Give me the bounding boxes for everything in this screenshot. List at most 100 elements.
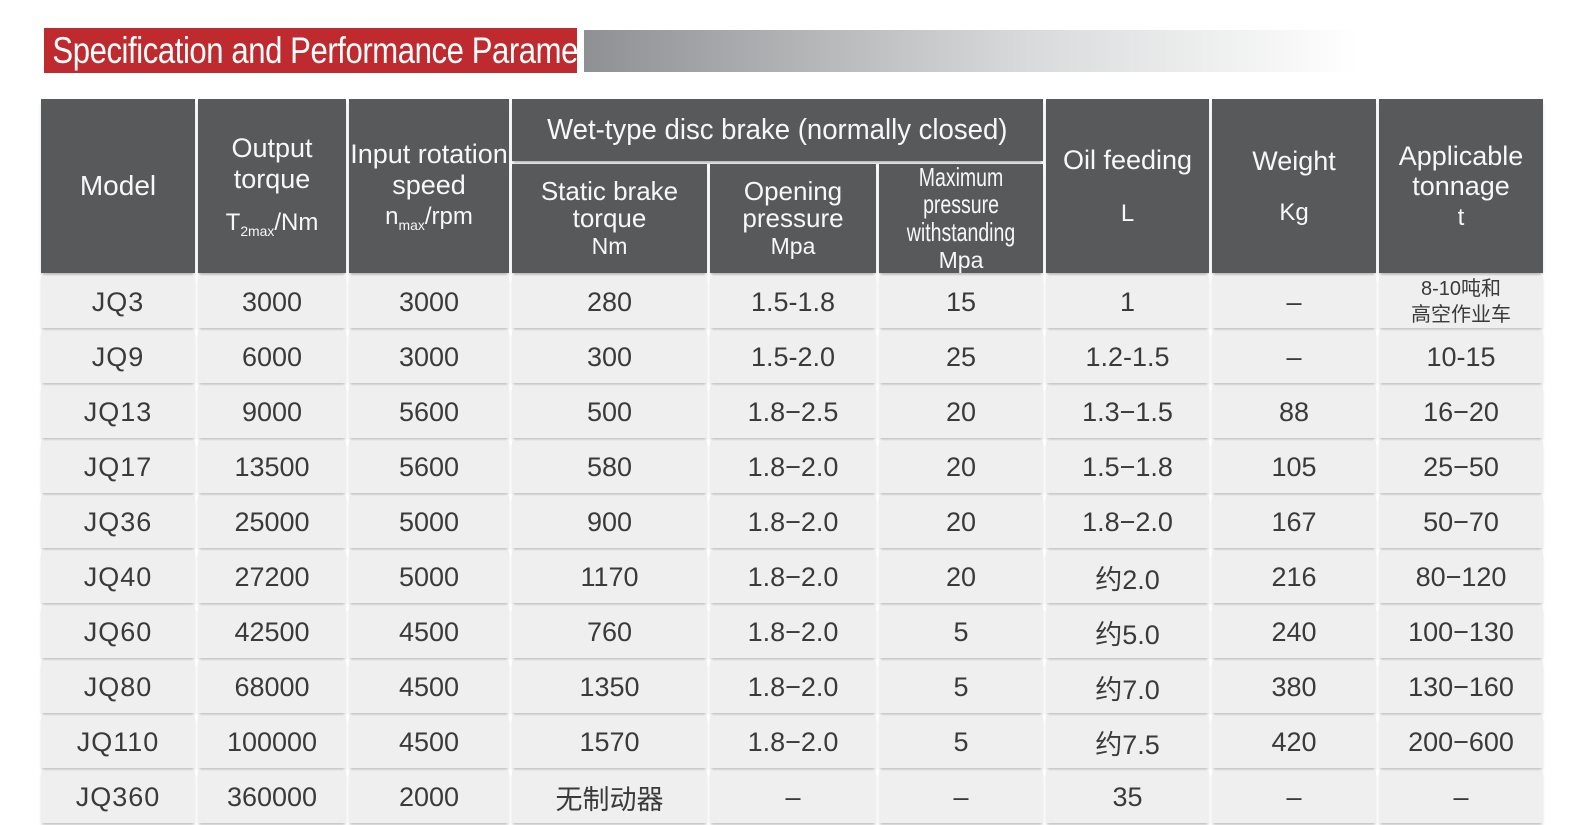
cell-input-rotation-speed: 4500 bbox=[349, 716, 509, 769]
header-static-brake-label: Static brake torque bbox=[540, 175, 679, 233]
cell-applicable-tonnage: 8-10吨和 高空作业车 bbox=[1379, 276, 1544, 329]
header-opening-pressure-label: Opening pressure bbox=[742, 175, 844, 233]
cell-model: JQ9 bbox=[41, 331, 195, 384]
table-row: JQ17 13500 5600 580 1.8−2.0 20 1.5−1.8 105 25−50 bbox=[41, 441, 1544, 494]
cell-output-torque: 27200 bbox=[198, 551, 346, 604]
cell-max-pressure-withstanding: – bbox=[879, 771, 1044, 824]
cell-output-torque: 360000 bbox=[198, 771, 346, 824]
table-row: JQ36 25000 5000 900 1.8−2.0 20 1.8−2.0 167 50−70 bbox=[41, 496, 1544, 549]
header-oil-feeding-label: Oil feeding bbox=[1062, 144, 1193, 175]
header-output-torque-label: Output torque bbox=[231, 133, 313, 194]
cell-input-rotation-speed: 4500 bbox=[349, 606, 509, 659]
cell-opening-pressure: 1.5-1.8 bbox=[710, 276, 876, 329]
header-weight: Weight Kg bbox=[1212, 99, 1377, 274]
header-static-brake-torque: Static brake torque Nm bbox=[512, 164, 707, 274]
cell-opening-pressure: 1.8−2.0 bbox=[710, 661, 876, 714]
cell-input-rotation-speed: 5600 bbox=[349, 441, 509, 494]
cell-max-pressure-withstanding: 20 bbox=[879, 551, 1044, 604]
table-row: JQ110 100000 4500 1570 1.8−2.0 5 约7.5 420 200−60… bbox=[41, 716, 1544, 769]
header-applicable-tonnage-unit: t bbox=[1457, 203, 1465, 231]
header-input-rotation-speed: Input rotation speed nmax/rpm bbox=[349, 99, 509, 274]
cell-max-pressure-withstanding: 20 bbox=[879, 386, 1044, 439]
cell-oil-feeding: 约7.0 bbox=[1046, 661, 1210, 714]
cell-applicable-tonnage: 100−130 bbox=[1379, 606, 1544, 659]
cell-static-brake-torque: 1170 bbox=[512, 551, 707, 604]
cell-opening-pressure: 1.8−2.5 bbox=[710, 386, 876, 439]
table-body: JQ3 3000 3000 280 1.5-1.8 15 1–8-10吨和 高空作业车 JQ9… bbox=[41, 276, 1544, 824]
header-model: Model bbox=[41, 99, 195, 274]
cell-opening-pressure: – bbox=[710, 771, 876, 824]
cell-opening-pressure: 1.8−2.0 bbox=[710, 551, 876, 604]
cell-input-rotation-speed: 2000 bbox=[349, 771, 509, 824]
cell-weight: – bbox=[1212, 276, 1377, 329]
cell-static-brake-torque: 无制动器 bbox=[512, 771, 707, 824]
cell-oil-feeding: 1.2-1.5 bbox=[1046, 331, 1210, 384]
cell-max-pressure-withstanding: 20 bbox=[879, 441, 1044, 494]
cell-input-rotation-speed: 5000 bbox=[349, 496, 509, 549]
header-applicable-tonnage-label: Applicable tonnage bbox=[1398, 141, 1524, 202]
table-header: Model Output torque T2max/Nm Input rotat… bbox=[41, 99, 1544, 274]
title-banner: Specification and Performance Parameters bbox=[44, 28, 629, 73]
cell-model: JQ13 bbox=[41, 386, 195, 439]
cell-static-brake-torque: 760 bbox=[512, 606, 707, 659]
header-max-pressure-label: Maximum pressure withstanding bbox=[906, 162, 1016, 247]
cell-oil-feeding: 约2.0 bbox=[1046, 551, 1210, 604]
header-input-speed-label: Input rotation speed bbox=[350, 139, 508, 200]
cell-weight: – bbox=[1212, 771, 1377, 824]
cell-output-torque: 42500 bbox=[198, 606, 346, 659]
cell-model: JQ110 bbox=[41, 716, 195, 769]
cell-output-torque: 25000 bbox=[198, 496, 346, 549]
cell-static-brake-torque: 580 bbox=[512, 441, 707, 494]
cell-input-rotation-speed: 5600 bbox=[349, 386, 509, 439]
cell-output-torque: 6000 bbox=[198, 331, 346, 384]
cell-static-brake-torque: 1570 bbox=[512, 716, 707, 769]
header-output-torque: Output torque T2max/Nm bbox=[198, 99, 346, 274]
cell-static-brake-torque: 900 bbox=[512, 496, 707, 549]
cell-max-pressure-withstanding: 5 bbox=[879, 606, 1044, 659]
cell-max-pressure-withstanding: 25 bbox=[879, 331, 1044, 384]
cell-oil-feeding: 1.5−1.8 bbox=[1046, 441, 1210, 494]
table-row: JQ3 3000 3000 280 1.5-1.8 15 1–8-10吨和 高空作业车 bbox=[41, 276, 1544, 329]
header-brake-group: Wet-type disc brake (normally closed) bbox=[512, 99, 1044, 161]
header-brake-group-label: Wet-type disc brake (normally closed) bbox=[547, 113, 1008, 146]
header-oil-feeding-unit: L bbox=[1120, 200, 1135, 228]
cell-applicable-tonnage: 25−50 bbox=[1379, 441, 1544, 494]
header-applicable-tonnage: Applicable tonnage t bbox=[1379, 99, 1544, 274]
header-input-speed-unit: nmax/rpm bbox=[385, 202, 473, 233]
cell-applicable-tonnage: 10-15 bbox=[1379, 331, 1544, 384]
cell-applicable-tonnage: 130−160 bbox=[1379, 661, 1544, 714]
header-row-group: Model Output torque T2max/Nm Input rotat… bbox=[41, 99, 1544, 274]
cell-model: JQ360 bbox=[41, 771, 195, 824]
cell-output-torque: 100000 bbox=[198, 716, 346, 769]
header-model-label: Model bbox=[79, 170, 157, 202]
cell-applicable-tonnage: 80−120 bbox=[1379, 551, 1544, 604]
header-row-sub: Static brake torque Nm Opening pressure … bbox=[41, 162, 1543, 274]
cell-weight: 88 bbox=[1212, 386, 1377, 439]
header-max-pressure-unit: Mpa bbox=[938, 246, 984, 273]
header-max-pressure: Maximum pressure withstanding Mpa bbox=[879, 162, 1044, 274]
header-weight-unit: Kg bbox=[1279, 199, 1309, 227]
cell-applicable-tonnage: – bbox=[1379, 771, 1544, 824]
cell-oil-feeding: 约5.0 bbox=[1046, 606, 1210, 659]
cell-input-rotation-speed: 3000 bbox=[349, 331, 509, 384]
cell-oil-feeding: 约7.5 bbox=[1046, 716, 1210, 769]
cell-max-pressure-withstanding: 5 bbox=[879, 661, 1044, 714]
table-row: JQ40 27200 5000 1170 1.8−2.0 20 约2.0 216 80−120 bbox=[41, 551, 1544, 604]
cell-opening-pressure: 1.5-2.0 bbox=[710, 331, 876, 384]
cell-output-torque: 9000 bbox=[198, 386, 346, 439]
cell-oil-feeding: 1.3−1.5 bbox=[1046, 386, 1210, 439]
header-static-brake-unit: Nm bbox=[591, 233, 628, 260]
table-row: JQ13 9000 5600 500 1.8−2.5 20 1.3−1.5 88 16−20 bbox=[41, 386, 1544, 439]
header-opening-pressure-unit: Mpa bbox=[770, 233, 816, 260]
cell-opening-pressure: 1.8−2.0 bbox=[710, 606, 876, 659]
cell-weight: 216 bbox=[1212, 551, 1377, 604]
cell-oil-feeding: 1 bbox=[1046, 276, 1210, 329]
cell-output-torque: 13500 bbox=[198, 441, 346, 494]
cell-model: JQ36 bbox=[41, 496, 195, 549]
cell-opening-pressure: 1.8−2.0 bbox=[710, 496, 876, 549]
header-output-torque-unit: T2max/Nm bbox=[225, 208, 319, 239]
cell-oil-feeding: 1.8−2.0 bbox=[1046, 496, 1210, 549]
decorative-gradient-bar bbox=[584, 30, 1392, 72]
header-oil-feeding: Oil feeding L bbox=[1046, 99, 1210, 274]
table-row: JQ9 6000 3000 300 1.5-2.0 25 1.2-1.5–10-15 bbox=[41, 331, 1544, 384]
